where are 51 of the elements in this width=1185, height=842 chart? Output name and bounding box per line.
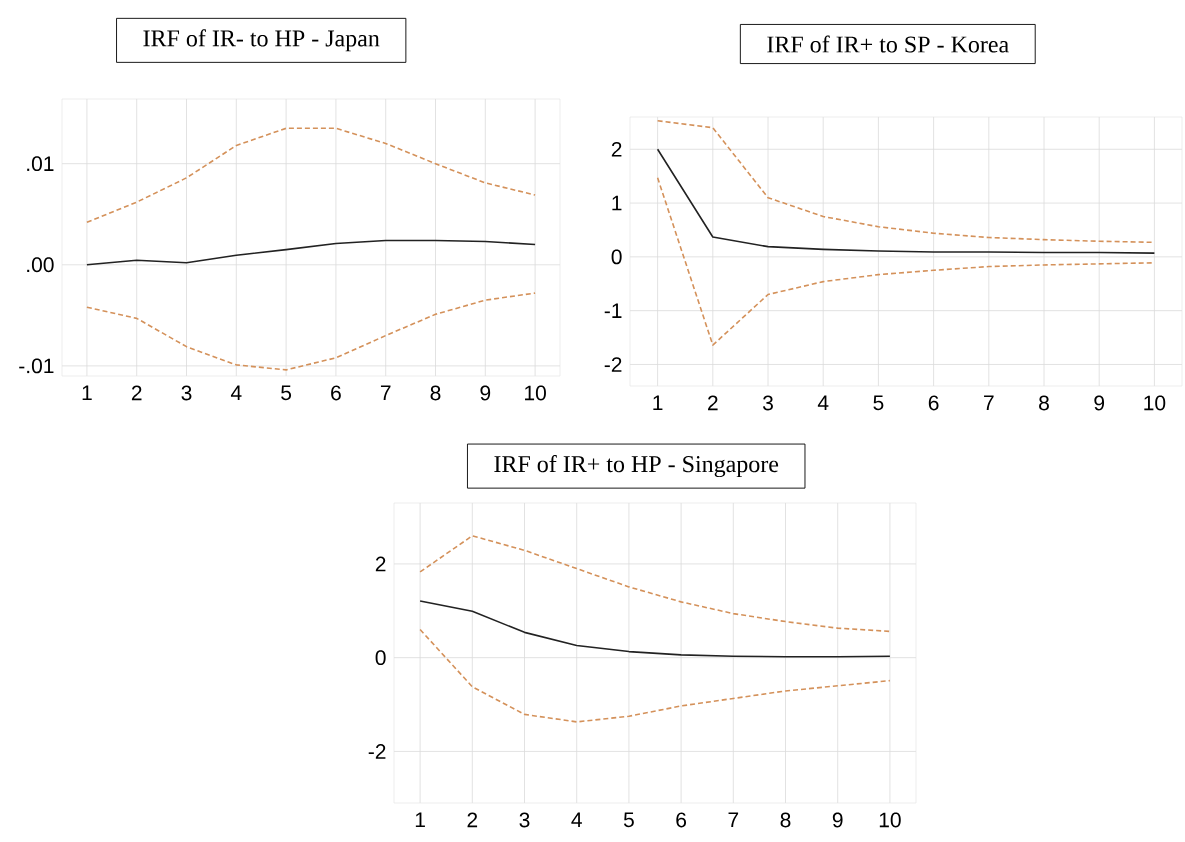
x-tick-label: 2 — [467, 812, 478, 828]
y-tick-label: 1 — [612, 195, 622, 211]
x-tick-label: 9 — [480, 385, 491, 401]
line-series — [419, 628, 891, 723]
x-tick-label: 2 — [131, 385, 142, 401]
y-tick-label: -.01 — [19, 358, 54, 374]
x-tick-label: 8 — [1039, 395, 1049, 411]
line-series — [419, 600, 891, 658]
x-tick-label: 1 — [82, 385, 92, 400]
line-series — [86, 292, 536, 371]
x-tick-label: 3 — [181, 385, 192, 401]
x-tick-label: 6 — [928, 395, 939, 411]
chart-title: IRF of IR- to HP - Japan — [143, 29, 380, 52]
x-tick-label: 6 — [676, 812, 687, 828]
x-tick-label: 3 — [762, 395, 773, 411]
x-tick-label: 9 — [1094, 395, 1105, 411]
line-series — [86, 127, 536, 224]
y-tick-label: 0 — [611, 249, 622, 265]
line-series — [419, 535, 891, 633]
x-tick-label: 1 — [415, 812, 425, 827]
y-tick-label: -2 — [368, 744, 386, 759]
chart-title: IRF of IR+ to SP - Korea — [767, 35, 1009, 53]
y-tick-label: 2 — [375, 556, 386, 572]
y-tick-label: 2 — [611, 141, 622, 157]
y-tick-label: -1 — [604, 303, 622, 318]
y-tick-label: .00 — [27, 257, 54, 273]
x-tick-label: 5 — [281, 385, 292, 401]
y-tick-label: -2 — [604, 357, 622, 372]
x-tick-label: 4 — [571, 812, 582, 827]
line-series — [656, 148, 1156, 254]
x-tick-label: 7 — [380, 385, 391, 400]
x-tick-label: 3 — [519, 812, 530, 828]
x-tick-label: 7 — [728, 812, 739, 827]
x-tick-label: 10 — [1144, 395, 1166, 411]
x-tick-label: 5 — [623, 812, 634, 828]
x-tick-label: 1 — [653, 395, 663, 410]
y-tick-label: .01 — [27, 156, 54, 172]
x-tick-label: 10 — [879, 812, 901, 828]
x-tick-label: 10 — [525, 385, 546, 401]
x-tick-label: 5 — [873, 395, 884, 411]
x-tick-label: 8 — [780, 812, 791, 828]
x-tick-label: 6 — [331, 385, 341, 401]
y-tick-label: 0 — [375, 650, 386, 666]
x-tick-label: 7 — [984, 395, 994, 410]
x-tick-label: 2 — [708, 395, 718, 411]
x-tick-label: 9 — [832, 812, 843, 828]
line-series — [86, 239, 536, 266]
x-tick-label: 4 — [817, 395, 829, 410]
chart-title: IRF of IR+ to HP - Singapore — [494, 455, 779, 478]
x-tick-label: 4 — [230, 385, 242, 400]
x-tick-label: 8 — [430, 385, 441, 401]
